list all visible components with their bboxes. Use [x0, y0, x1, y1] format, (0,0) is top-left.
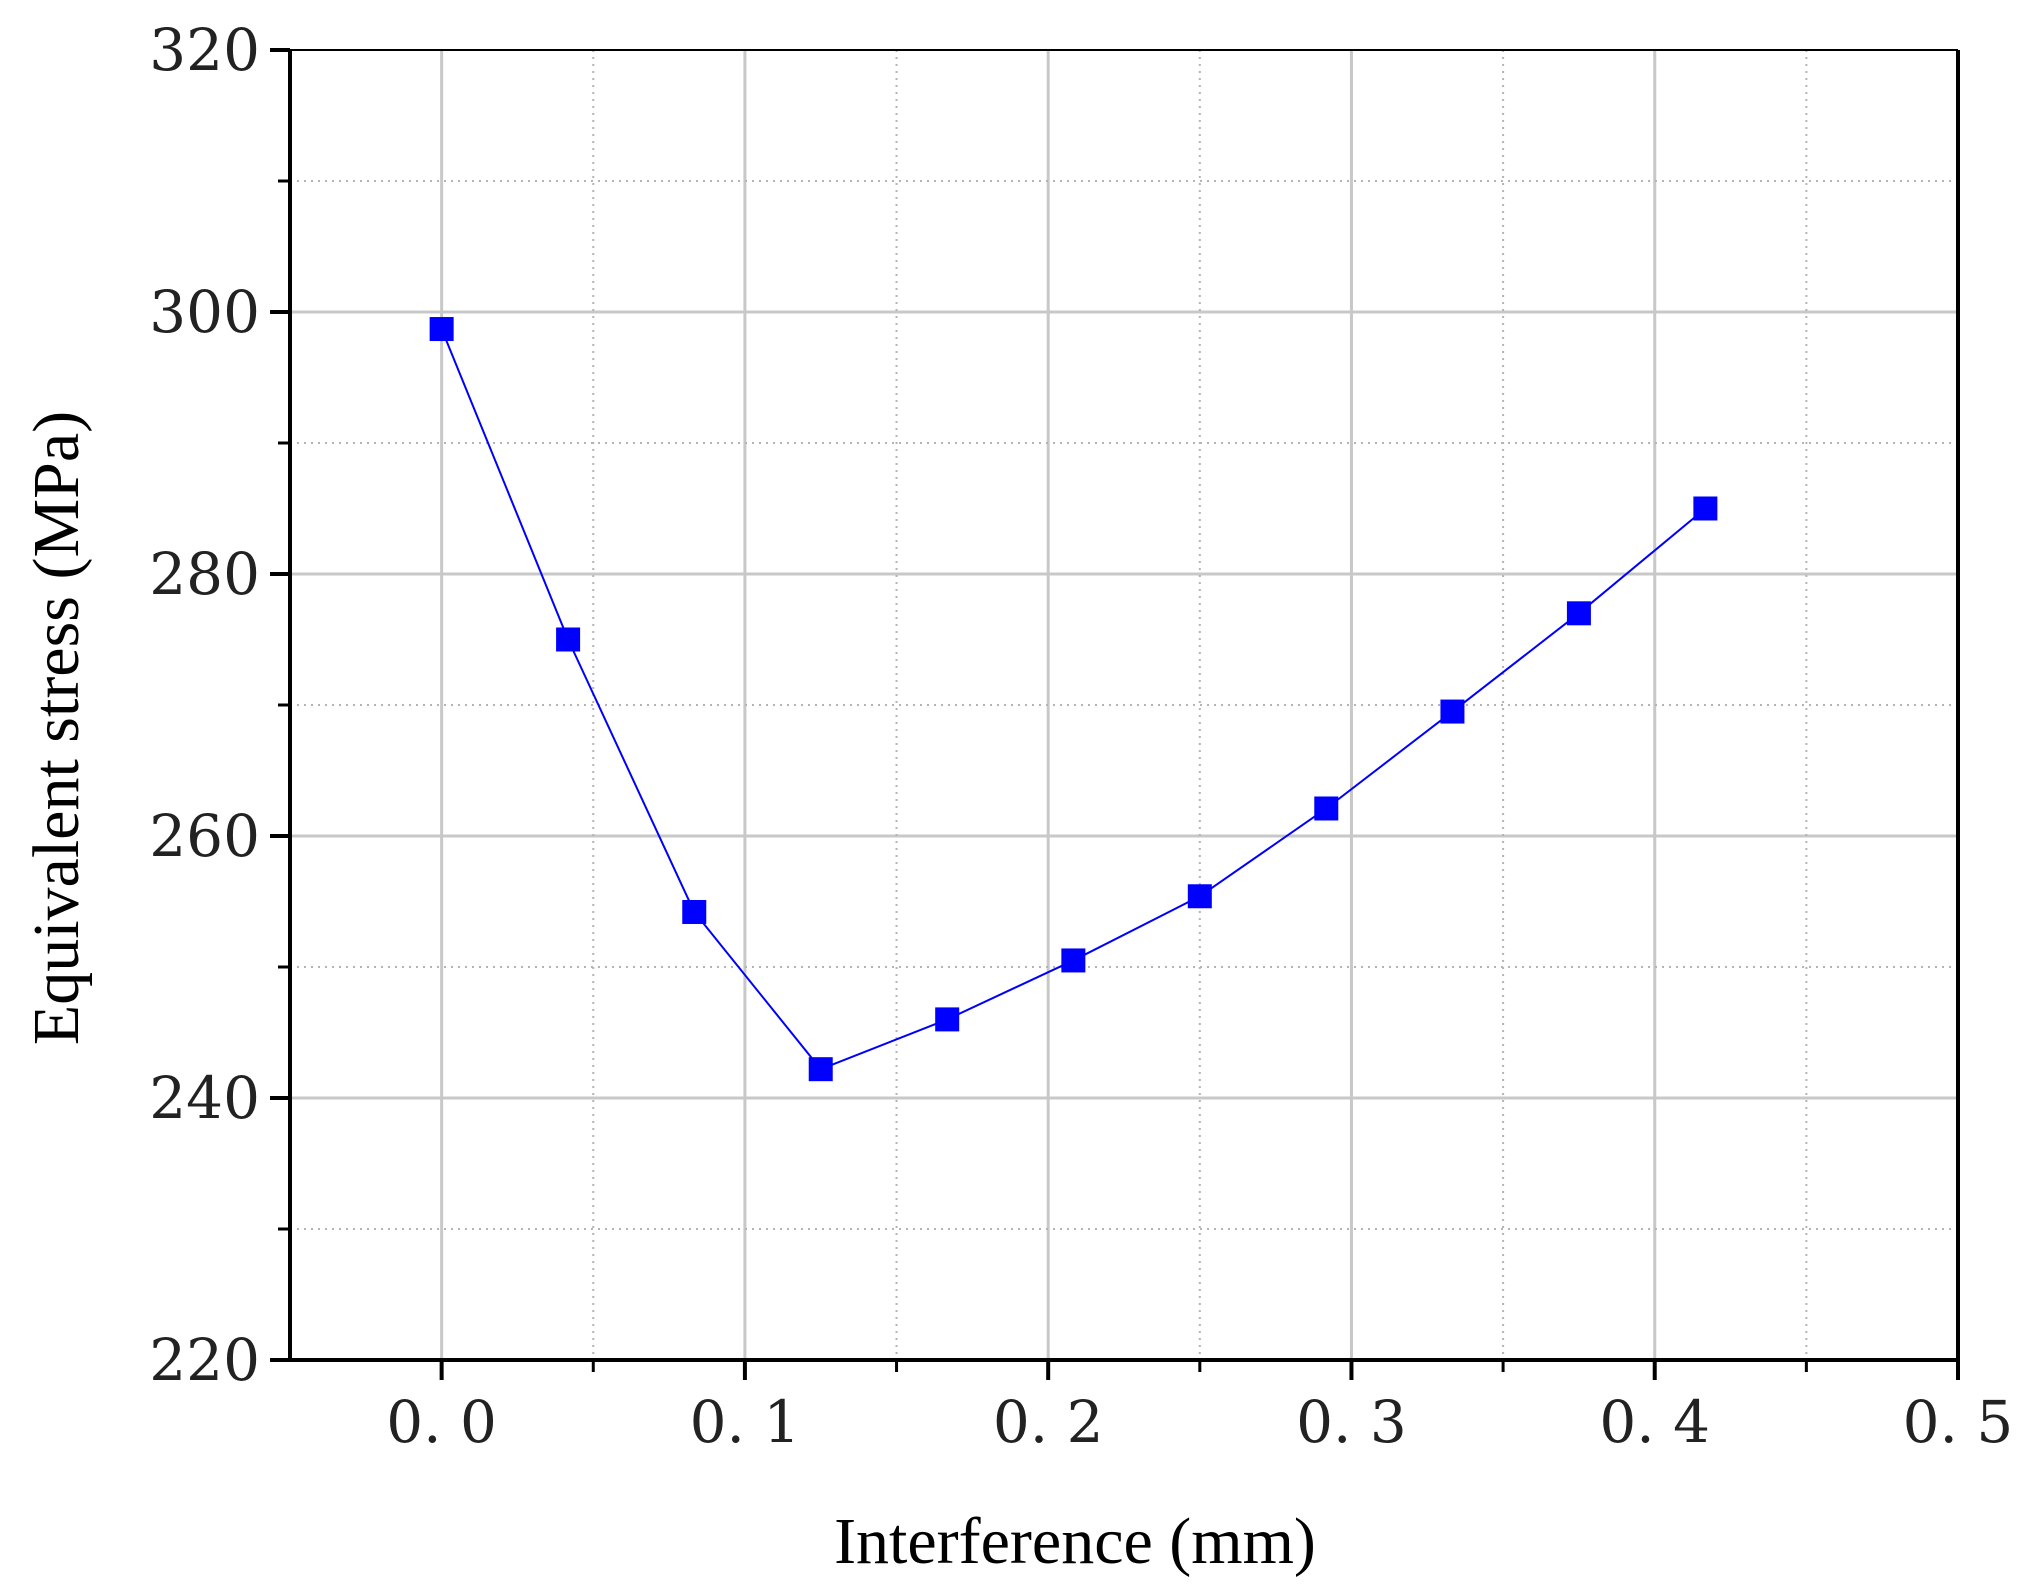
x-tick-label: 0. 3 [1296, 1388, 1407, 1456]
x-tick-label: 0. 2 [993, 1388, 1104, 1456]
grid [290, 50, 1958, 1360]
data-point [808, 1057, 833, 1082]
x-tick-label: 0. 1 [690, 1388, 801, 1456]
y-tick-label: 300 [149, 278, 260, 346]
x-tick-label: 0. 0 [386, 1388, 497, 1456]
y-tick-label: 280 [149, 540, 260, 608]
data-point [429, 317, 454, 342]
series-layer [429, 317, 1718, 1082]
y-tick-label: 260 [149, 802, 260, 870]
data-point [1566, 601, 1591, 626]
x-tick-label: 0. 4 [1599, 1388, 1710, 1456]
data-point [1187, 884, 1212, 909]
ticks [270, 48, 1960, 1380]
y-tick-label: 240 [149, 1064, 260, 1132]
y-tick-label: 320 [149, 16, 260, 84]
y-axis-title: Equivalent stress (MPa) [20, 411, 93, 1045]
data-point [1061, 948, 1086, 973]
data-point [1314, 796, 1339, 821]
x-axis-title: Interference (mm) [834, 1505, 1316, 1578]
data-point [1440, 699, 1465, 724]
tick-labels: 0. 0 0. 1 0. 2 0. 3 0. 4 0. 5 220 240 260 280 300 3… [149, 16, 2013, 1456]
data-point [682, 899, 707, 924]
data-point [935, 1007, 960, 1032]
data-point [556, 627, 581, 652]
y-tick-label: 220 [149, 1326, 260, 1394]
data-point [1693, 496, 1718, 521]
x-tick-label: 0. 5 [1903, 1388, 2014, 1456]
